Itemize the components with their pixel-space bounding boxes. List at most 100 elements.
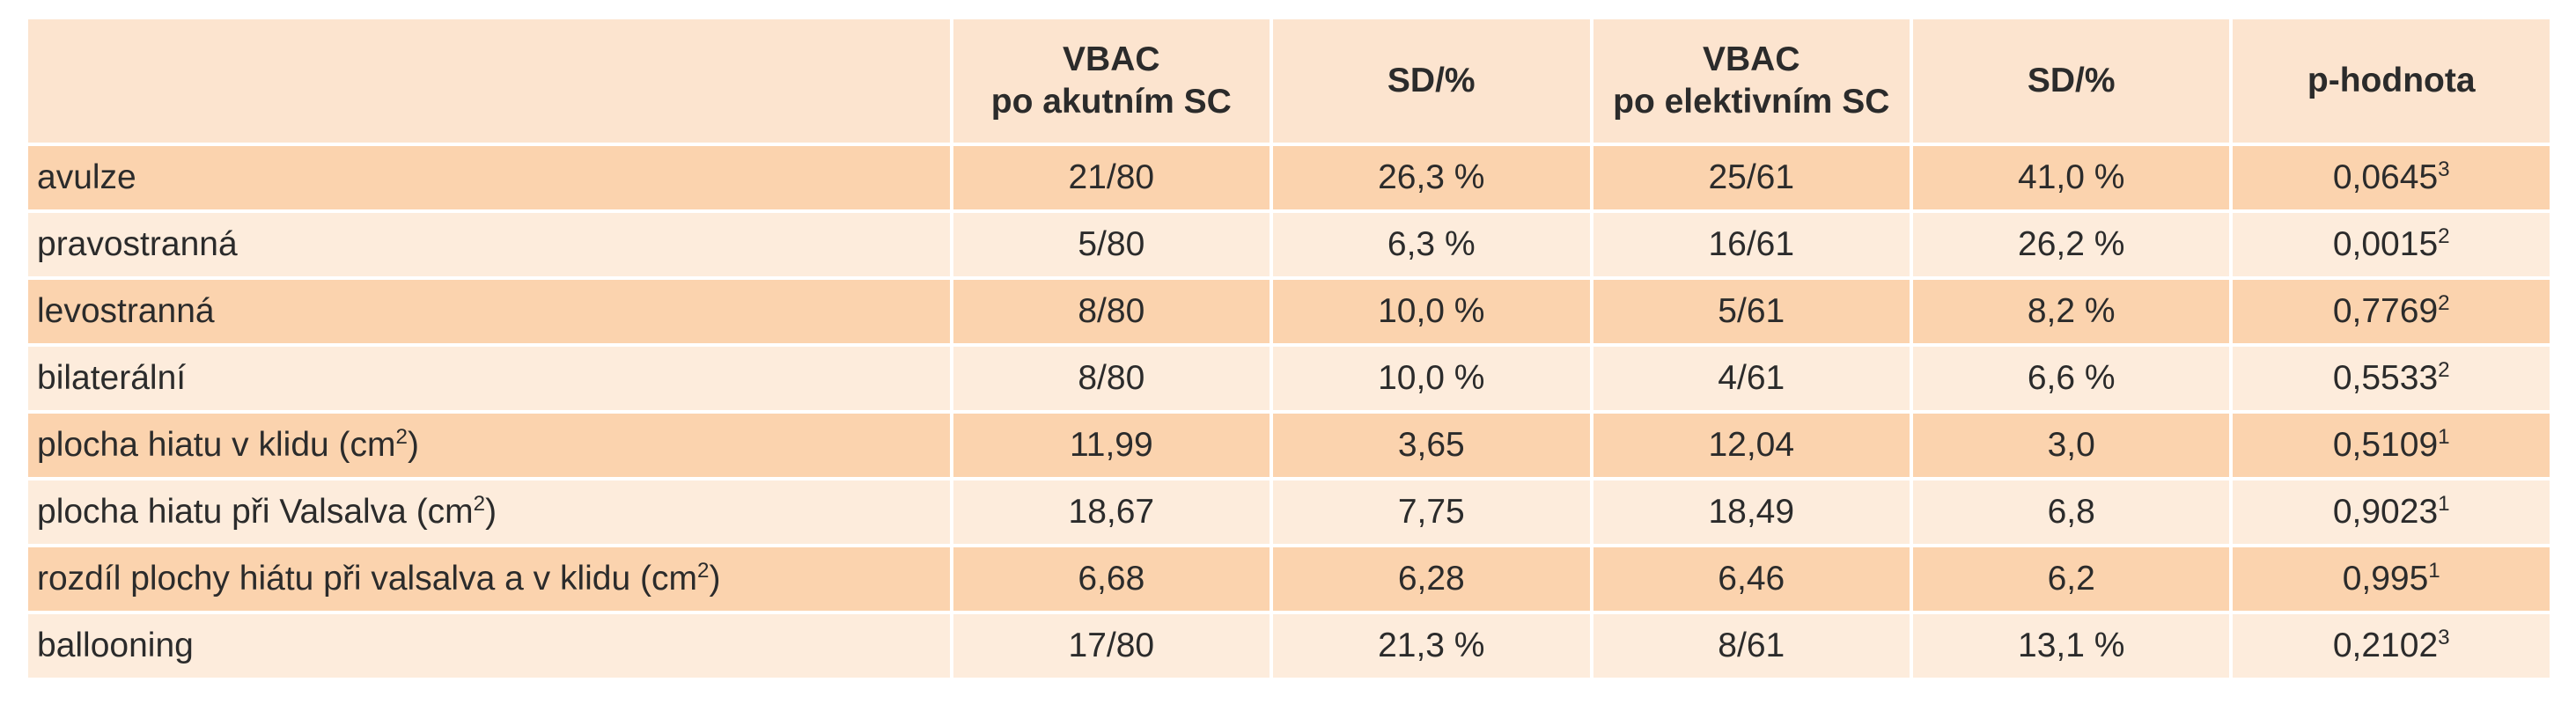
- cell-vbac-elective: 16/61: [1593, 213, 1910, 276]
- cell-vbac-acute: 6,68: [953, 547, 1270, 611]
- header-vbac-acute: VBAC po akutním SC: [953, 19, 1270, 143]
- cell-sd-acute: 21,3 %: [1273, 614, 1590, 678]
- header-vbac-elective-line1: VBAC: [1702, 40, 1800, 78]
- row-label-text: levostranná: [37, 292, 215, 330]
- cell-vbac-acute: 5/80: [953, 213, 1270, 276]
- cell-sd-acute: 6,28: [1273, 547, 1590, 611]
- header-p-value: p-hodnota: [2233, 19, 2550, 143]
- cell-p-value: 0,21023: [2233, 614, 2550, 678]
- p-value-text: 0,995: [2342, 560, 2429, 598]
- cell-vbac-acute: 17/80: [953, 614, 1270, 678]
- unit-close: ): [407, 426, 419, 464]
- cell-sd-elective: 41,0 %: [1912, 146, 2230, 209]
- unit-close: ): [485, 493, 497, 531]
- row-label-text: plocha hiatu při Valsalva (cm: [37, 493, 474, 531]
- table-row: bilaterální 8/80 10,0 % 4/61 6,6 % 0,553…: [28, 347, 2550, 410]
- row-label-text: rozdíl plochy hiátu při valsalva a v kli…: [37, 560, 697, 598]
- cell-sd-elective: 6,2: [1912, 547, 2230, 611]
- header-row: VBAC po akutním SC SD/% VBAC po elektivn…: [28, 19, 2550, 143]
- row-label: pravostranná: [28, 213, 950, 276]
- row-label-text: pravostranná: [37, 225, 238, 263]
- cell-p-value: 0,77692: [2233, 280, 2550, 343]
- table-row: avulze 21/80 26,3 % 25/61 41,0 % 0,06453: [28, 146, 2550, 209]
- cell-p-value: 0,51091: [2233, 414, 2550, 477]
- cell-vbac-elective: 8/61: [1593, 614, 1910, 678]
- p-value-footnote: 2: [2438, 291, 2450, 315]
- cell-vbac-acute: 8/80: [953, 347, 1270, 410]
- cell-p-value: 0,06453: [2233, 146, 2550, 209]
- cell-vbac-elective: 6,46: [1593, 547, 1910, 611]
- cell-vbac-elective: 25/61: [1593, 146, 1910, 209]
- unit-superscript: 2: [696, 559, 710, 583]
- cell-p-value: 0,00152: [2233, 213, 2550, 276]
- cell-vbac-elective: 4/61: [1593, 347, 1910, 410]
- table-row: rozdíl plochy hiátu při valsalva a v kli…: [28, 547, 2550, 611]
- header-empty-cell: [28, 19, 950, 143]
- row-label-text: bilaterální: [37, 359, 187, 397]
- p-value-text: 0,2102: [2332, 627, 2439, 664]
- header-vbac-elective: VBAC po elektivním SC: [1593, 19, 1910, 143]
- unit-close: ): [709, 560, 721, 598]
- cell-sd-acute: 7,75: [1273, 480, 1590, 544]
- p-value-text: 0,9023: [2332, 493, 2439, 531]
- cell-sd-acute: 3,65: [1273, 414, 1590, 477]
- p-value-footnote: 1: [2438, 425, 2450, 449]
- cell-sd-elective: 3,0: [1912, 414, 2230, 477]
- row-label: rozdíl plochy hiátu při valsalva a v kli…: [28, 547, 950, 611]
- row-label: plocha hiatu v klidu (cm2): [28, 414, 950, 477]
- row-label: bilaterální: [28, 347, 950, 410]
- table-row: pravostranná 5/80 6,3 % 16/61 26,2 % 0,0…: [28, 213, 2550, 276]
- p-value-footnote: 2: [2438, 224, 2450, 248]
- p-value-footnote: 3: [2438, 158, 2450, 181]
- header-sd-acute: SD/%: [1273, 19, 1590, 143]
- table-row: ballooning 17/80 21,3 % 8/61 13,1 % 0,21…: [28, 614, 2550, 678]
- row-label-text: plocha hiatu v klidu (cm: [37, 426, 396, 464]
- cell-vbac-acute: 18,67: [953, 480, 1270, 544]
- row-label-text: ballooning: [37, 627, 194, 664]
- cell-vbac-elective: 12,04: [1593, 414, 1910, 477]
- unit-superscript: 2: [395, 425, 408, 449]
- p-value-footnote: 2: [2438, 358, 2450, 382]
- p-value-text: 0,5109: [2332, 426, 2439, 464]
- table-row: levostranná 8/80 10,0 % 5/61 8,2 % 0,776…: [28, 280, 2550, 343]
- cell-sd-acute: 26,3 %: [1273, 146, 1590, 209]
- row-label-text: avulze: [37, 158, 136, 196]
- cell-sd-elective: 6,8: [1912, 480, 2230, 544]
- cell-vbac-acute: 8/80: [953, 280, 1270, 343]
- results-table: VBAC po akutním SC SD/% VBAC po elektivn…: [25, 16, 2553, 681]
- row-label: ballooning: [28, 614, 950, 678]
- p-value-footnote: 1: [2438, 492, 2450, 516]
- p-value-footnote: 3: [2438, 626, 2450, 649]
- cell-vbac-elective: 18,49: [1593, 480, 1910, 544]
- cell-sd-acute: 10,0 %: [1273, 347, 1590, 410]
- p-value-text: 0,5533: [2332, 359, 2439, 397]
- cell-sd-acute: 10,0 %: [1273, 280, 1590, 343]
- cell-sd-elective: 26,2 %: [1912, 213, 2230, 276]
- table-row: plocha hiatu v klidu (cm2) 11,99 3,65 12…: [28, 414, 2550, 477]
- cell-vbac-acute: 21/80: [953, 146, 1270, 209]
- header-vbac-elective-line2: po elektivním SC: [1613, 83, 1890, 121]
- header-vbac-acute-line2: po akutním SC: [990, 83, 1232, 121]
- table-row: plocha hiatu při Valsalva (cm2) 18,67 7,…: [28, 480, 2550, 544]
- table-header: VBAC po akutním SC SD/% VBAC po elektivn…: [28, 19, 2550, 143]
- cell-p-value: 0,55332: [2233, 347, 2550, 410]
- cell-p-value: 0,90231: [2233, 480, 2550, 544]
- p-value-text: 0,7769: [2332, 292, 2439, 330]
- cell-vbac-acute: 11,99: [953, 414, 1270, 477]
- unit-superscript: 2: [473, 492, 486, 516]
- row-label: plocha hiatu při Valsalva (cm2): [28, 480, 950, 544]
- cell-sd-acute: 6,3 %: [1273, 213, 1590, 276]
- header-sd-elective: SD/%: [1912, 19, 2230, 143]
- header-vbac-acute-line1: VBAC: [1063, 40, 1160, 78]
- cell-sd-elective: 6,6 %: [1912, 347, 2230, 410]
- cell-sd-elective: 13,1 %: [1912, 614, 2230, 678]
- row-label: avulze: [28, 146, 950, 209]
- table-body: avulze 21/80 26,3 % 25/61 41,0 % 0,06453…: [28, 146, 2550, 678]
- cell-vbac-elective: 5/61: [1593, 280, 1910, 343]
- p-value-footnote: 1: [2428, 559, 2440, 583]
- p-value-text: 0,0645: [2332, 158, 2439, 196]
- cell-sd-elective: 8,2 %: [1912, 280, 2230, 343]
- cell-p-value: 0,9951: [2233, 547, 2550, 611]
- row-label: levostranná: [28, 280, 950, 343]
